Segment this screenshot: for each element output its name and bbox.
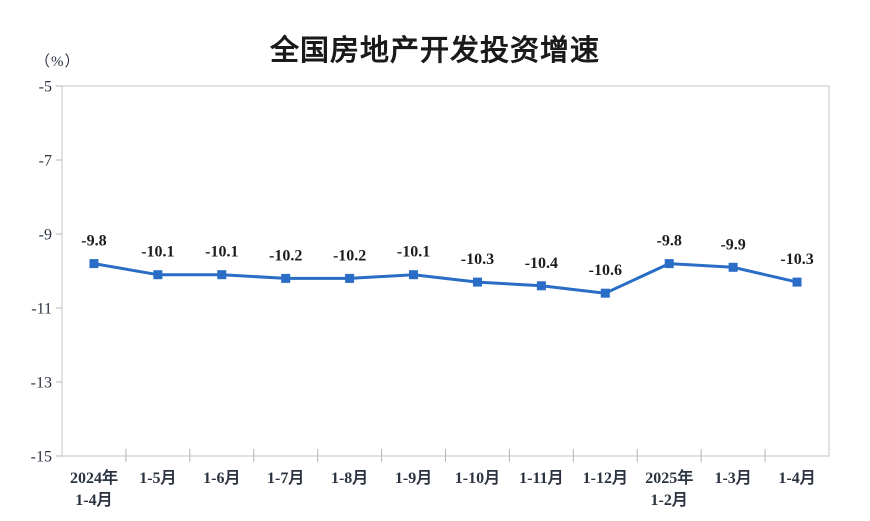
data-point-marker <box>281 273 291 283</box>
x-tick-label: 2025年 1-2月 <box>645 468 693 509</box>
x-tick-label: 1-8月 <box>331 469 368 487</box>
data-point-label: -10.1 <box>397 244 430 261</box>
data-point-label: -10.6 <box>589 262 622 279</box>
x-tick-label: 1-3月 <box>714 469 751 487</box>
data-point-marker <box>600 288 610 298</box>
y-tick-label: -11 <box>31 301 52 318</box>
data-point-marker <box>217 270 227 280</box>
x-tick-label: 1-11月 <box>519 469 563 487</box>
data-point-label: -10.3 <box>461 251 494 268</box>
y-tick-label: -15 <box>31 449 52 466</box>
data-point-label: -10.1 <box>141 244 174 261</box>
data-point-marker <box>345 273 355 283</box>
data-point-marker <box>89 259 99 269</box>
data-point-marker <box>153 270 163 280</box>
x-tick-label: 2024年 1-4月 <box>70 468 118 509</box>
data-point-label: -9.8 <box>657 233 682 250</box>
data-point-marker <box>664 259 674 269</box>
data-point-marker <box>409 270 419 280</box>
data-point-label: -9.8 <box>81 233 106 250</box>
data-point-marker <box>536 281 546 291</box>
x-tick-label: 1-12月 <box>583 469 628 487</box>
y-tick-label: -13 <box>31 375 52 392</box>
x-tick-label: 1-10月 <box>455 469 500 487</box>
data-point-marker <box>472 277 482 287</box>
data-point-label: -10.2 <box>333 247 366 264</box>
y-axis-unit-label: （%） <box>35 54 81 70</box>
data-point-label: -10.2 <box>269 247 302 264</box>
x-tick-label: 1-7月 <box>267 469 304 487</box>
chart-title: 全国房地产开发投资增速 <box>269 35 600 67</box>
plot-border <box>61 85 830 457</box>
y-tick-label: -7 <box>39 153 52 170</box>
data-point-marker <box>728 262 738 272</box>
data-point-label: -10.1 <box>205 244 238 261</box>
y-tick-label: -9 <box>39 227 52 244</box>
x-tick-label: 1-4月 <box>778 469 815 487</box>
data-point-label: -9.9 <box>720 236 745 253</box>
x-tick-label: 1-6月 <box>203 469 240 487</box>
data-point-label: -10.3 <box>780 251 813 268</box>
series-line <box>93 262 798 295</box>
x-tick-label: 1-5月 <box>139 469 176 487</box>
data-point-marker <box>792 277 802 287</box>
y-tick-label: -5 <box>39 79 52 96</box>
data-point-label: -10.4 <box>525 255 558 272</box>
x-tick-label: 1-9月 <box>395 469 432 487</box>
